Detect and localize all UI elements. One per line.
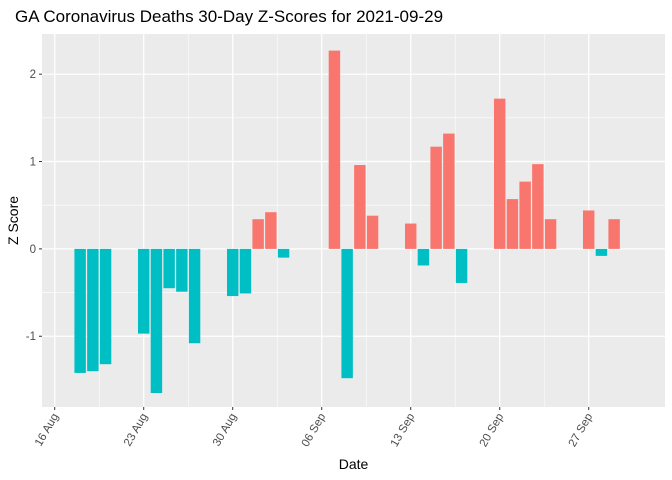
bar-2021-09-28 (595, 248, 608, 256)
bar-2021-09-24 (544, 219, 557, 249)
x-axis: 16 Aug 23 Aug 30 Aug 06 Sep 13 Sep 20 Sep 27 S… (33, 407, 595, 449)
bar-2021-08-20 (99, 248, 112, 365)
bar-2021-09-08 (341, 248, 353, 379)
x-axis-title: Date (339, 456, 369, 472)
bar-2021-09-02 (265, 212, 277, 249)
bar-2021-09-07 (328, 50, 341, 249)
bar-2021-09-22 (519, 181, 531, 249)
bar-2021-08-30 (226, 248, 239, 297)
y-axis: -1 0 1 2 (26, 69, 42, 343)
y-tick-label: 1 (30, 157, 36, 169)
bar-2021-09-01 (252, 219, 264, 249)
bars (74, 50, 620, 394)
bar-2021-08-23 (137, 248, 150, 334)
y-tick-label: 2 (30, 69, 36, 81)
bar-2021-08-31 (239, 248, 252, 294)
bar-2021-09-09 (354, 165, 366, 249)
bar-2021-09-17 (455, 248, 468, 283)
bar-2021-08-26 (176, 248, 188, 292)
y-tick-label: -1 (26, 331, 36, 343)
x-tick-label: 30 Aug (211, 412, 239, 449)
x-tick-label: 06 Sep (300, 412, 329, 450)
bar-2021-09-27 (582, 210, 595, 249)
bar-2021-08-24 (150, 248, 163, 394)
plot-panel (42, 34, 665, 407)
bar-2021-09-16 (443, 133, 455, 249)
bar-2021-09-13 (404, 223, 417, 249)
bar-2021-08-18 (74, 248, 86, 373)
bar-2021-09-15 (430, 146, 442, 249)
chart-title: GA Coronavirus Deaths 30-Day Z-Scores fo… (15, 7, 443, 26)
bar-2021-09-20 (493, 98, 506, 249)
bar-2021-08-27 (188, 248, 201, 344)
x-tick-label: 20 Sep (478, 412, 507, 450)
bar-2021-09-03 (277, 248, 290, 258)
x-tick-label: 23 Aug (122, 412, 150, 449)
bar-2021-09-10 (366, 215, 379, 249)
bar-2021-08-19 (87, 248, 99, 372)
bar-2021-09-14 (417, 248, 430, 266)
bar-2021-09-23 (532, 164, 544, 249)
x-tick-label: 16 Aug (33, 412, 61, 449)
bar-2021-08-25 (163, 248, 175, 289)
bar-2021-09-29 (608, 219, 620, 249)
x-tick-label: 27 Sep (567, 412, 596, 450)
y-tick-label: 0 (30, 244, 36, 256)
y-axis-title: Z Score (5, 196, 21, 245)
x-tick-label: 13 Sep (389, 412, 418, 450)
bar-2021-09-21 (506, 199, 519, 249)
